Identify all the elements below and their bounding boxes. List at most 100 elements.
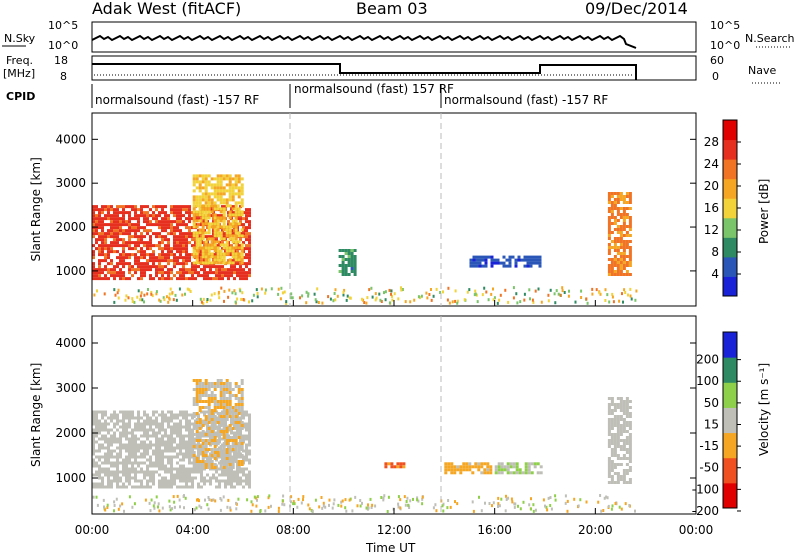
scatter-cell-power-0: [194, 268, 197, 272]
scatter-cell-velocity-0: [152, 410, 155, 414]
scatter-cell-velocity-0: [221, 437, 224, 441]
speckle-cell-power: [451, 300, 454, 304]
speckle-cell-power: [624, 291, 627, 294]
speckle-cell-power: [200, 300, 203, 304]
scatter-cell-power-0: [170, 259, 173, 263]
scatter-cell-velocity-0: [230, 419, 233, 423]
scatter-cell-velocity-1: [192, 451, 196, 454]
scatter-cell-velocity-0: [134, 461, 137, 465]
speckle-cell-power: [307, 294, 310, 298]
scatter-cell-power-0: [206, 274, 209, 278]
scatter-cell-power-0: [131, 208, 134, 212]
scatter-cell-velocity-0: [158, 440, 161, 444]
scatter-cell-velocity-0: [149, 479, 152, 483]
scatter-cell-power-1: [198, 246, 202, 250]
speckle-cell-power: [474, 289, 477, 293]
scatter-cell-velocity-1: [240, 439, 244, 442]
scatter-cell-power-1: [222, 219, 226, 223]
scatter-cell-power-1: [213, 216, 217, 220]
speckle-cell-power: [307, 292, 310, 296]
scatter-cell-velocity-4: [500, 465, 504, 469]
speckle-cell-power: [368, 288, 371, 292]
scatter-cell-velocity-0: [128, 413, 131, 417]
scatter-cell-velocity-1: [237, 445, 241, 448]
scatter-cell-velocity-1: [213, 385, 217, 388]
scatter-cell-power-1: [207, 255, 211, 259]
scatter-cell-velocity-1: [192, 466, 196, 469]
scatter-cell-velocity-0: [185, 482, 188, 486]
scatter-cell-velocity-0: [245, 437, 248, 441]
speckle-cell-power: [448, 301, 451, 305]
speckle-cell-velocity: [399, 498, 402, 502]
speckle-cell-power: [223, 289, 226, 293]
scatter-cell-power-1: [234, 240, 238, 244]
scatter-cell-power-0: [134, 256, 137, 260]
scatter-cell-power-0: [161, 271, 164, 275]
scatter-cell-velocity-1: [225, 397, 229, 400]
scatter-cell-power-0: [173, 247, 176, 251]
scatter-cell-velocity-0: [155, 416, 158, 420]
scatter-cell-power-0: [143, 205, 146, 209]
scatter-cell-velocity-5: [628, 436, 632, 439]
scatter-cell-velocity-5: [616, 454, 620, 457]
scatter-cell-velocity-0: [155, 440, 158, 444]
colorbar-segment-power-1: [723, 256, 737, 277]
scatter-cell-velocity-0: [122, 425, 125, 429]
scatter-cell-power-0: [149, 268, 152, 272]
scatter-cell-velocity-1: [237, 385, 241, 388]
speckle-cell-velocity: [253, 495, 256, 499]
scatter-cell-velocity-1: [195, 379, 199, 382]
scatter-cell-power-0: [227, 268, 230, 272]
scatter-cell-power-0: [98, 217, 101, 221]
scatter-cell-velocity-5: [622, 448, 626, 451]
scatter-cell-velocity-0: [128, 452, 131, 456]
scatter-cell-velocity-0: [149, 419, 152, 423]
scatter-cell-velocity-1: [204, 421, 208, 424]
scatter-cell-velocity-0: [155, 446, 158, 450]
scatter-cell-power-4: [619, 228, 623, 231]
scatter-cell-velocity-1: [222, 388, 226, 391]
scatter-cell-power-0: [122, 253, 125, 257]
speckle-cell-velocity: [447, 499, 450, 502]
scatter-cell-power-3: [469, 261, 473, 265]
speckle-cell-power: [348, 296, 351, 300]
scatter-cell-power-0: [203, 271, 206, 275]
scatter-cell-velocity-1: [240, 415, 244, 418]
y-tick-label-velocity-0: 1000: [55, 471, 86, 485]
speckle-cell-power: [454, 299, 457, 303]
scatter-cell-velocity-0: [167, 416, 170, 420]
scatter-cell-velocity-1: [213, 421, 217, 424]
scatter-cell-power-0: [173, 256, 176, 260]
scatter-cell-power-1: [216, 177, 220, 181]
speckle-cell-power: [393, 292, 396, 296]
scatter-cell-velocity-1: [228, 427, 232, 430]
scatter-cell-power-0: [95, 205, 98, 209]
scatter-cell-power-0: [155, 223, 158, 227]
speckle-cell-power: [379, 298, 382, 302]
scatter-cell-power-0: [206, 265, 209, 269]
scatter-cell-power-1: [204, 192, 208, 196]
colorbar-tick-label-velocity-1: 100: [696, 374, 719, 388]
scatter-cell-power-0: [191, 235, 194, 239]
scatter-cell-power-0: [242, 232, 245, 236]
scatter-cell-velocity-5: [622, 412, 626, 415]
scatter-cell-power-1: [192, 174, 196, 178]
scatter-cell-velocity-0: [107, 476, 110, 480]
scatter-cell-power-0: [134, 217, 137, 221]
scatter-cell-velocity-0: [185, 470, 188, 474]
scatter-cell-power-0: [110, 259, 113, 263]
scatter-cell-velocity-0: [164, 416, 167, 420]
scatter-cell-velocity-0: [119, 446, 122, 450]
scatter-cell-power-0: [122, 265, 125, 269]
scatter-cell-power-0: [140, 250, 143, 254]
scatter-cell-velocity-1: [195, 382, 199, 385]
scatter-cell-velocity-5: [613, 433, 617, 436]
scatter-cell-power-0: [161, 235, 164, 239]
scatter-cell-velocity-0: [179, 452, 182, 456]
speckle-cell-velocity: [510, 497, 513, 501]
scatter-cell-velocity-1: [240, 424, 244, 427]
scatter-cell-velocity-1: [240, 400, 244, 403]
scatter-cell-velocity-5: [616, 439, 620, 442]
scatter-cell-velocity-0: [161, 449, 164, 453]
scatter-cell-power-0: [113, 232, 116, 236]
